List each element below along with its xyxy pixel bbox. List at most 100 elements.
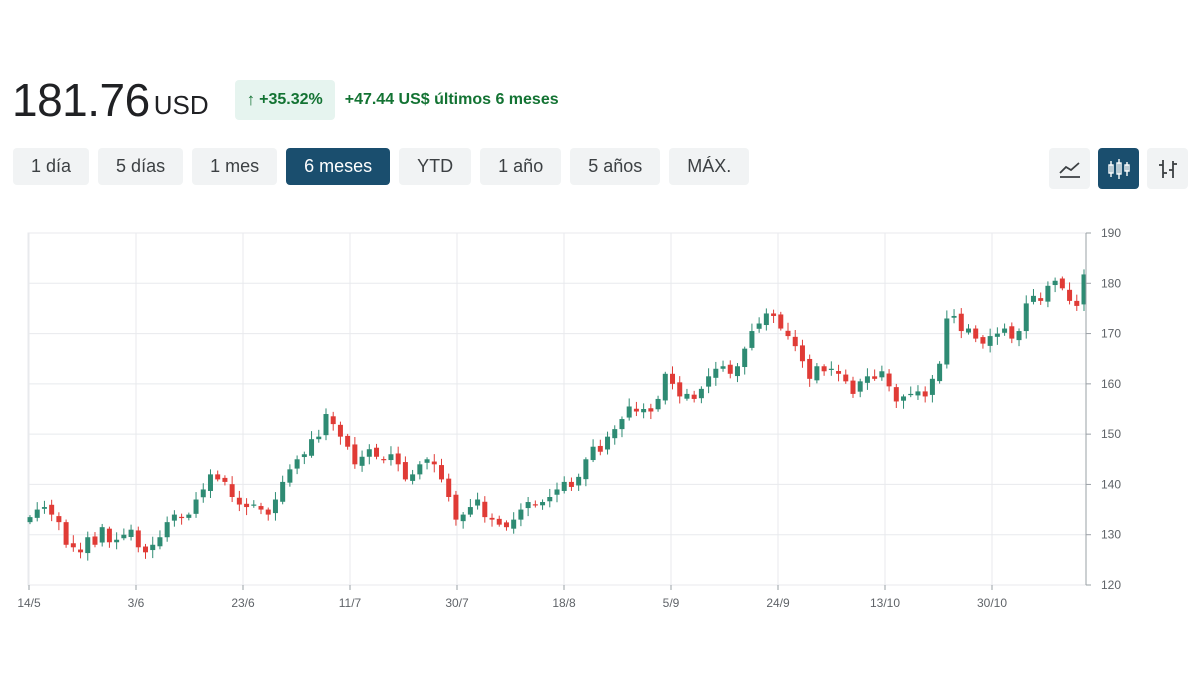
range-button-1-month[interactable]: 1 mes xyxy=(192,148,278,185)
candle-body xyxy=(698,388,704,399)
x-tick-label: 18/8 xyxy=(552,596,576,610)
candle-body xyxy=(1016,331,1022,341)
candle xyxy=(1067,282,1073,305)
candle xyxy=(518,503,524,527)
candle xyxy=(785,322,791,340)
candle-body xyxy=(207,474,213,491)
range-button-5-years[interactable]: 5 años xyxy=(570,148,661,185)
candle xyxy=(648,403,654,420)
candle xyxy=(641,403,647,419)
candle-body xyxy=(215,474,221,480)
candle xyxy=(475,492,481,510)
candle-body xyxy=(792,336,798,347)
candle xyxy=(583,457,589,487)
candle-body xyxy=(446,478,452,497)
range-button-1-year[interactable]: 1 año xyxy=(480,148,562,185)
candle xyxy=(70,535,76,552)
candle-body xyxy=(583,459,589,480)
candle-body xyxy=(489,517,495,520)
candle xyxy=(655,395,661,412)
candle-body xyxy=(648,408,654,412)
candle xyxy=(879,365,885,381)
ohlc-chart-button[interactable] xyxy=(1147,148,1188,189)
line-chart-button[interactable] xyxy=(1049,148,1090,189)
candle xyxy=(915,385,921,400)
candle-body xyxy=(236,497,242,505)
range-button-max[interactable]: MÁX. xyxy=(669,148,750,185)
candle xyxy=(85,531,91,561)
chart-type-selector xyxy=(1041,148,1188,189)
candle xyxy=(1074,294,1080,311)
candle-body xyxy=(641,409,647,413)
candle-body xyxy=(540,502,546,506)
range-button-6-months[interactable]: 6 meses xyxy=(286,148,391,185)
candle xyxy=(1009,322,1015,344)
y-tick-label: 140 xyxy=(1101,477,1121,491)
arrow-up-icon: ↑ xyxy=(246,90,256,109)
candle-body xyxy=(706,376,712,387)
candle xyxy=(236,490,242,512)
candle xyxy=(749,323,755,351)
candle-body xyxy=(1074,300,1080,306)
candle-body xyxy=(294,459,300,469)
candle-body xyxy=(258,506,264,510)
candle xyxy=(662,371,668,405)
candle-body xyxy=(836,371,842,374)
candle-body xyxy=(1023,303,1029,332)
candle xyxy=(316,429,322,443)
candle xyxy=(691,390,697,403)
candle-body xyxy=(186,514,192,518)
candle-body xyxy=(951,315,957,318)
candle xyxy=(792,330,798,352)
candle-body xyxy=(402,462,408,480)
candle xyxy=(554,482,560,503)
y-tick-label: 180 xyxy=(1101,276,1121,290)
candle-body xyxy=(518,509,524,520)
candle xyxy=(706,368,712,394)
candle xyxy=(251,500,257,508)
candle-body xyxy=(121,534,127,539)
candle-body xyxy=(345,435,351,447)
candle-body xyxy=(482,501,488,518)
y-tick-label: 170 xyxy=(1101,327,1121,341)
candle-body xyxy=(727,364,733,374)
candle-body xyxy=(1052,280,1058,286)
candle xyxy=(1016,328,1022,347)
candle xyxy=(366,444,372,465)
ohlc-chart-icon xyxy=(1158,159,1177,178)
candle xyxy=(958,308,964,339)
range-button-ytd[interactable]: YTD xyxy=(399,148,472,185)
candle xyxy=(1023,295,1029,339)
range-button-5-days[interactable]: 5 días xyxy=(98,148,184,185)
candle-body xyxy=(251,504,257,506)
candlestick-chart-button[interactable] xyxy=(1098,148,1139,189)
y-tick-label: 120 xyxy=(1101,578,1121,592)
candle xyxy=(540,499,546,510)
candle-body xyxy=(576,476,582,486)
candlestick-chart[interactable]: 190 180 170 160 150 140 130 120 14/5 3/6 23/6 11/7… xyxy=(0,215,1200,615)
y-tick-label: 160 xyxy=(1101,377,1121,391)
range-button-1-day[interactable]: 1 día xyxy=(13,148,90,185)
candle-body xyxy=(280,481,286,502)
candle xyxy=(496,515,502,527)
candle-body xyxy=(511,519,517,529)
candle-body xyxy=(150,544,156,551)
candle-body xyxy=(821,366,827,372)
candle xyxy=(951,309,957,324)
candle xyxy=(980,335,986,349)
candle xyxy=(763,308,769,331)
y-tick-label: 150 xyxy=(1101,427,1121,441)
candle xyxy=(56,512,62,531)
candle-body xyxy=(857,381,863,392)
candle-body xyxy=(662,373,668,401)
candle-body xyxy=(244,503,250,508)
candle xyxy=(417,461,423,480)
candle-body xyxy=(908,393,914,396)
candle xyxy=(568,477,574,491)
candle-body xyxy=(424,459,430,463)
candle xyxy=(850,376,856,398)
x-tick-label: 5/9 xyxy=(663,596,680,610)
candle-body xyxy=(749,331,755,348)
candle-body xyxy=(944,318,950,365)
candle xyxy=(626,398,632,421)
